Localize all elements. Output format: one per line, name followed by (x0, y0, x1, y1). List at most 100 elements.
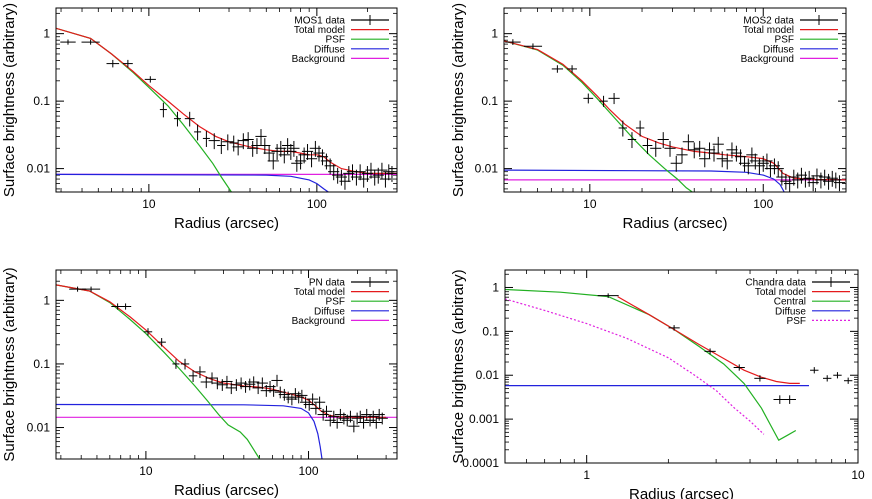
data-point (320, 405, 333, 418)
minor-ticks (505, 270, 858, 463)
y-tick-label: 0.0001 (462, 456, 499, 470)
data-point (376, 412, 388, 425)
data-point (708, 145, 720, 162)
data-point (293, 391, 305, 404)
data-point (256, 377, 268, 390)
data-point (703, 142, 716, 159)
data-point (344, 410, 357, 423)
model-curves (56, 27, 397, 192)
series-line-diffuse (56, 403, 323, 459)
data-point (583, 93, 594, 104)
data-point (367, 410, 379, 423)
data-point (173, 111, 181, 127)
series-line-total-model (617, 296, 800, 384)
data-point (726, 142, 738, 159)
data-point (354, 410, 366, 423)
data-point (122, 59, 133, 68)
chart-panel-bottom-left: 10 100 1 0.1 0.01 Radius (arcsec) Surface brig… (1, 267, 398, 499)
legend-label: MOS1 data (294, 16, 345, 27)
data-point (221, 375, 233, 388)
data-point (810, 367, 819, 374)
data-point (668, 325, 680, 331)
series-line-total-model (504, 40, 846, 181)
y-axis-label: Surface brightness (arbitrary) (1, 3, 18, 197)
data-points (597, 293, 853, 404)
data-point (676, 147, 688, 164)
y-tick-label: 1 (491, 27, 498, 41)
data-point (255, 129, 267, 145)
data-point (106, 59, 120, 68)
data-point (704, 348, 716, 355)
data-point (733, 364, 745, 371)
x-tick-label: 1 (583, 468, 590, 482)
chart-panel-bottom-right: 1 10 1 0.1 0.01 0.001 0.0001 Radius (arcsec) Sur… (450, 269, 865, 499)
x-tick-label: 100 (307, 197, 327, 211)
data-point (202, 131, 210, 147)
data-point (307, 393, 319, 406)
data-point (208, 133, 220, 150)
data-point (225, 382, 237, 395)
legend-label: PN data (309, 278, 346, 289)
data-point (670, 155, 682, 172)
legend-label: Diffuse (314, 306, 345, 317)
data-point (296, 389, 308, 402)
data-point (144, 76, 156, 83)
data-point (650, 140, 662, 157)
data-point (383, 164, 395, 181)
y-tick-label: 0.1 (33, 94, 50, 108)
legend-label: PSF (787, 316, 806, 327)
legend-label: Total model (755, 287, 806, 298)
minor-ticks (56, 270, 397, 459)
data-point (222, 134, 234, 151)
data-point (172, 359, 180, 369)
legend-label: Chandra data (745, 278, 806, 289)
data-point (206, 372, 218, 385)
data-point (772, 161, 784, 178)
plot-frame (504, 269, 859, 464)
data-point (761, 153, 773, 170)
data-point (712, 136, 724, 153)
plot-frame (55, 7, 398, 193)
data-point (721, 153, 733, 170)
y-axis-label: Surface brightness (arbitrary) (450, 3, 467, 197)
data-point (248, 376, 260, 389)
data-point (247, 140, 259, 157)
series-line-total-model (56, 27, 397, 174)
plot-frame (503, 7, 847, 193)
data-point (833, 175, 846, 192)
data-point (119, 303, 132, 310)
data-point (278, 147, 290, 164)
data-point (348, 420, 360, 433)
y-tick-label: 0.01 (476, 368, 500, 382)
data-point (259, 138, 271, 155)
data-point (370, 416, 382, 429)
data-point (627, 132, 637, 149)
data-point (523, 43, 543, 50)
data-points (505, 39, 846, 192)
data-point (285, 144, 297, 160)
data-point (184, 111, 195, 127)
data-point (317, 408, 329, 421)
minor-ticks (56, 8, 397, 192)
data-point (361, 408, 373, 421)
data-point (194, 366, 206, 379)
data-point (597, 293, 619, 298)
y-tick-label: 0.001 (469, 412, 499, 426)
x-tick-label: 100 (753, 197, 773, 211)
data-point (551, 65, 563, 73)
data-point (664, 140, 676, 157)
model-curves (504, 40, 846, 192)
data-point (263, 145, 275, 162)
data-point (608, 93, 620, 105)
data-point (699, 151, 711, 168)
chart-panel-top-right: 10 100 1 0.1 0.01 Radius (arcsec) Surface brig… (450, 3, 847, 232)
series-line-psf (504, 40, 693, 192)
data-point (267, 153, 279, 170)
series-line-psf (56, 284, 261, 459)
series-line-psf (505, 298, 765, 435)
data-point (232, 139, 244, 156)
data-point (567, 65, 577, 73)
data-point (783, 395, 796, 404)
